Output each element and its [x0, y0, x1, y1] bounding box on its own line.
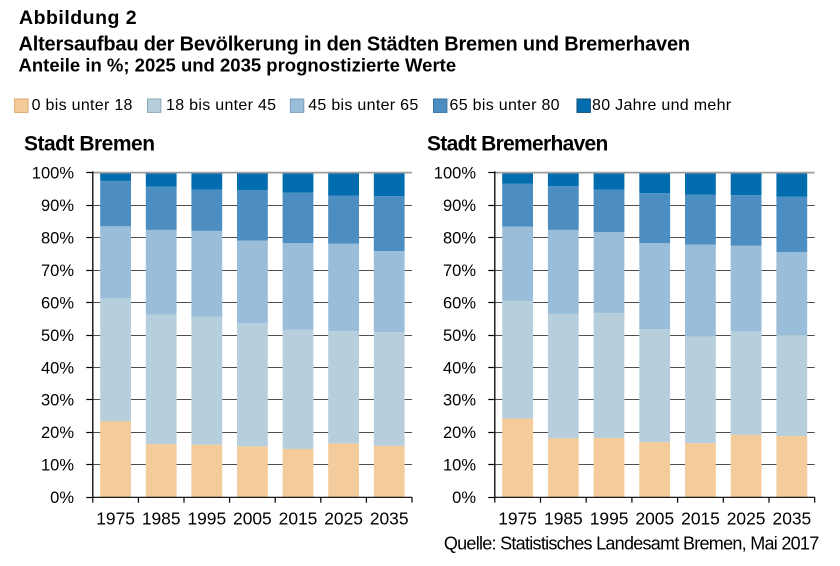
svg-text:80 Jahre und mehr: 80 Jahre und mehr [592, 97, 732, 114]
svg-text:45 bis unter 65: 45 bis unter 65 [308, 97, 418, 114]
svg-text:Altersaufbau der Bevölkerung i: Altersaufbau der Bevölkerung in den Städ… [19, 33, 690, 55]
svg-text:70%: 70% [41, 262, 74, 280]
svg-text:50%: 50% [443, 327, 476, 345]
svg-text:1985: 1985 [544, 509, 583, 529]
svg-text:40%: 40% [41, 359, 74, 377]
svg-text:60%: 60% [41, 294, 74, 312]
svg-text:2025: 2025 [324, 509, 363, 529]
svg-text:0%: 0% [50, 489, 74, 507]
svg-text:10%: 10% [41, 457, 74, 475]
svg-text:65 bis unter 80: 65 bis unter 80 [450, 97, 560, 114]
svg-text:1975: 1975 [96, 509, 135, 529]
svg-text:1995: 1995 [590, 509, 629, 529]
svg-text:70%: 70% [443, 262, 476, 280]
svg-text:Quelle: Statistisches Landesam: Quelle: Statistisches Landesamt Bremen, … [444, 534, 819, 554]
svg-text:40%: 40% [443, 359, 476, 377]
svg-text:80%: 80% [41, 230, 74, 248]
svg-text:2035: 2035 [773, 509, 812, 529]
svg-text:1975: 1975 [498, 509, 537, 529]
svg-text:80%: 80% [443, 230, 476, 248]
svg-text:1995: 1995 [187, 509, 226, 529]
svg-text:100%: 100% [32, 165, 75, 183]
svg-text:2025: 2025 [727, 509, 766, 529]
svg-text:2005: 2005 [233, 509, 272, 529]
svg-text:2005: 2005 [635, 509, 674, 529]
svg-text:0%: 0% [452, 489, 476, 507]
svg-text:90%: 90% [443, 197, 476, 215]
svg-text:10%: 10% [443, 457, 476, 475]
svg-text:100%: 100% [434, 165, 477, 183]
svg-text:Anteile in %; 2025 und 2035 pr: Anteile in %; 2025 und 2035 prognostizie… [19, 55, 457, 76]
svg-text:50%: 50% [41, 327, 74, 345]
svg-text:2015: 2015 [279, 509, 318, 529]
svg-text:2015: 2015 [681, 509, 720, 529]
svg-text:0 bis unter 18: 0 bis unter 18 [32, 97, 133, 114]
svg-text:30%: 30% [41, 392, 74, 410]
svg-text:Stadt Bremerhaven: Stadt Bremerhaven [427, 132, 608, 155]
svg-text:18 bis unter 45: 18 bis unter 45 [166, 97, 276, 114]
svg-text:90%: 90% [41, 197, 74, 215]
svg-text:Stadt Bremen: Stadt Bremen [24, 132, 155, 155]
svg-text:60%: 60% [443, 294, 476, 312]
svg-text:Abbildung 2: Abbildung 2 [19, 7, 137, 29]
svg-text:20%: 20% [41, 424, 74, 442]
svg-text:20%: 20% [443, 424, 476, 442]
svg-text:2035: 2035 [370, 509, 409, 529]
svg-text:30%: 30% [443, 392, 476, 410]
svg-text:1985: 1985 [142, 509, 181, 529]
